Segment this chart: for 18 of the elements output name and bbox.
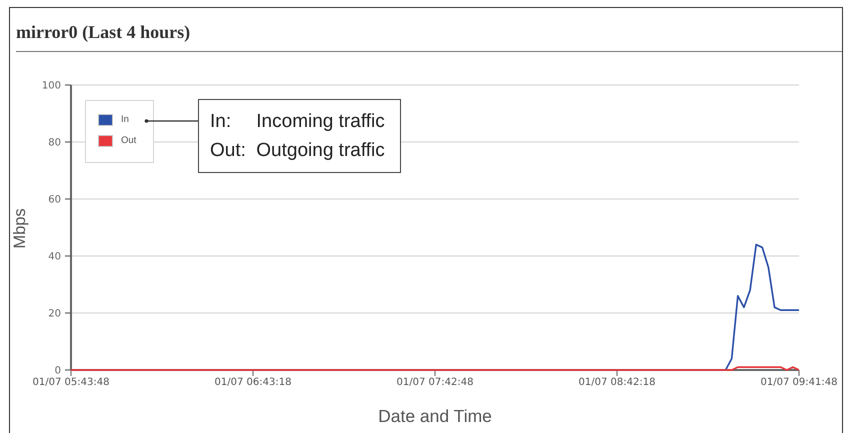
legend-label: In [121,114,129,125]
x-axis-title: Date and Time [378,406,492,426]
y-axis-title: Mbps [11,208,29,249]
y-tick-label: 60 [48,194,61,206]
annotation: Out: Outgoing traffic [210,140,385,161]
y-tick-label: 0 [54,366,61,377]
x-tick-label: 01/07 09:41:48 [760,377,838,388]
y-tick-label: 40 [48,252,61,263]
legend-label: Out [121,135,136,146]
y-tick-label: 20 [48,308,61,320]
x-tick-label: 01/07 08:42:18 [578,377,656,388]
x-tick-label: 01/07 06:43:18 [214,377,292,388]
chart-title: mirror0 (Last 4 hours) [16,22,190,42]
text: In: Incoming traffic [210,111,385,132]
y-tick-label: 100 [42,80,61,92]
y-tick-label: 80 [48,138,61,149]
x-tick-label: 01/07 07:42:48 [396,377,474,388]
x-tick-label: 01/07 05:43:48 [32,377,110,388]
